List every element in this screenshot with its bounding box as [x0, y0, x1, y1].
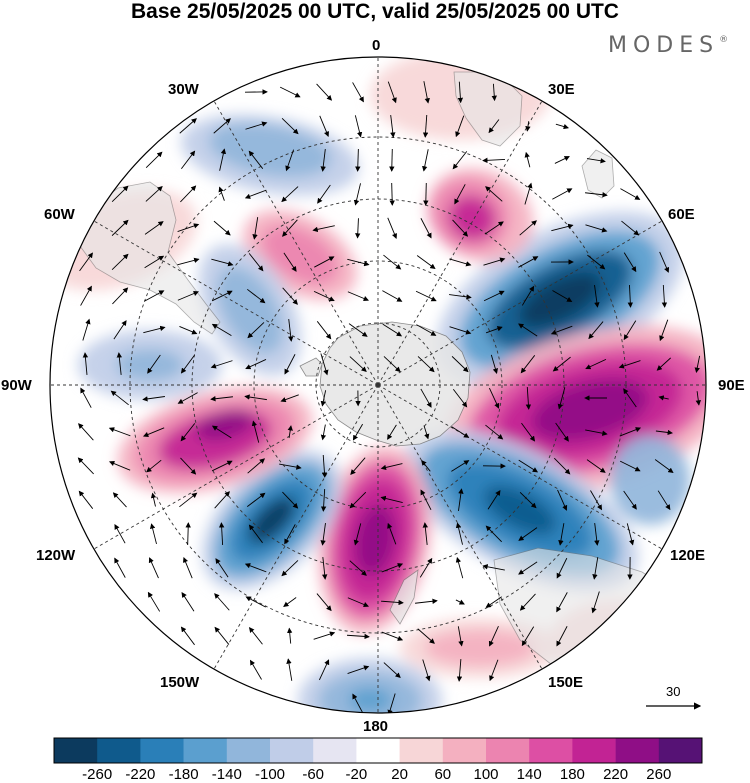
madagascar	[581, 149, 615, 199]
colorbar-swatch	[399, 738, 444, 763]
colorbar-tick-label: 220	[603, 766, 629, 783]
colorbar-swatch	[442, 738, 487, 763]
colorbar-swatch	[572, 738, 616, 763]
colorbar-swatch	[140, 738, 184, 763]
label-150e: 150E	[548, 674, 584, 691]
colorbar-swatch	[97, 738, 141, 763]
colorbar-tick-label: -100	[254, 766, 286, 783]
label-90w: 90W	[1, 377, 32, 394]
colorbar-tick-label: 100	[473, 766, 499, 783]
colorbar-tick-label: -140	[211, 766, 242, 783]
antarctica	[299, 321, 471, 447]
brand-text: MODES	[608, 33, 720, 58]
colorbar-tick-label: -60	[302, 766, 325, 783]
anomaly-field	[50, 57, 706, 713]
colorbar-swatch	[226, 738, 271, 763]
wind-vectors	[77, 81, 701, 713]
label-180: 180	[363, 718, 389, 735]
label-150w: 150W	[160, 674, 200, 691]
label-90e: 90E	[718, 377, 745, 394]
colorbar-tick-label: 20	[391, 766, 408, 783]
colorbar-tick-label: 60	[434, 766, 452, 783]
label-0: 0	[372, 37, 381, 54]
map-title: Base 25/05/2025 00 UTC, valid 25/05/2025…	[131, 0, 619, 23]
colorbar	[53, 737, 703, 764]
colorbar-tick-label: -180	[168, 766, 199, 783]
colorbar-tick-label: -220	[125, 766, 156, 783]
colorbar-swatch	[313, 738, 357, 763]
label-30w: 30W	[168, 81, 199, 98]
colorbar-swatch	[356, 738, 400, 763]
reference-vector-label: 30	[666, 684, 681, 699]
south-america	[79, 181, 221, 335]
colorbar-swatch	[529, 738, 573, 763]
registered-mark: ®	[719, 35, 729, 45]
map-boundary	[49, 56, 707, 714]
label-120w: 120W	[36, 547, 76, 564]
colorbar-swatch	[615, 738, 660, 763]
colorbar-swatch	[54, 738, 98, 763]
colorbar-swatch	[486, 738, 530, 763]
colorbar-tick-label: 140	[516, 766, 542, 783]
colorbar-swatch	[658, 738, 703, 763]
colorbar-tick-label: 260	[646, 766, 672, 783]
colorbar-swatch	[270, 738, 314, 763]
colorbar-tick-label: -20	[345, 766, 368, 783]
new-zealand	[389, 569, 419, 625]
label-30e: 30E	[548, 81, 575, 98]
brand-logo: MODES®	[608, 33, 728, 58]
colorbar-tick-label: 180	[559, 766, 585, 783]
label-120e: 120E	[670, 547, 706, 564]
colorbar-tick-label: -260	[82, 766, 113, 783]
label-60w: 60W	[44, 206, 75, 223]
colorbar-swatch	[183, 738, 228, 763]
label-60e: 60E	[668, 206, 695, 223]
